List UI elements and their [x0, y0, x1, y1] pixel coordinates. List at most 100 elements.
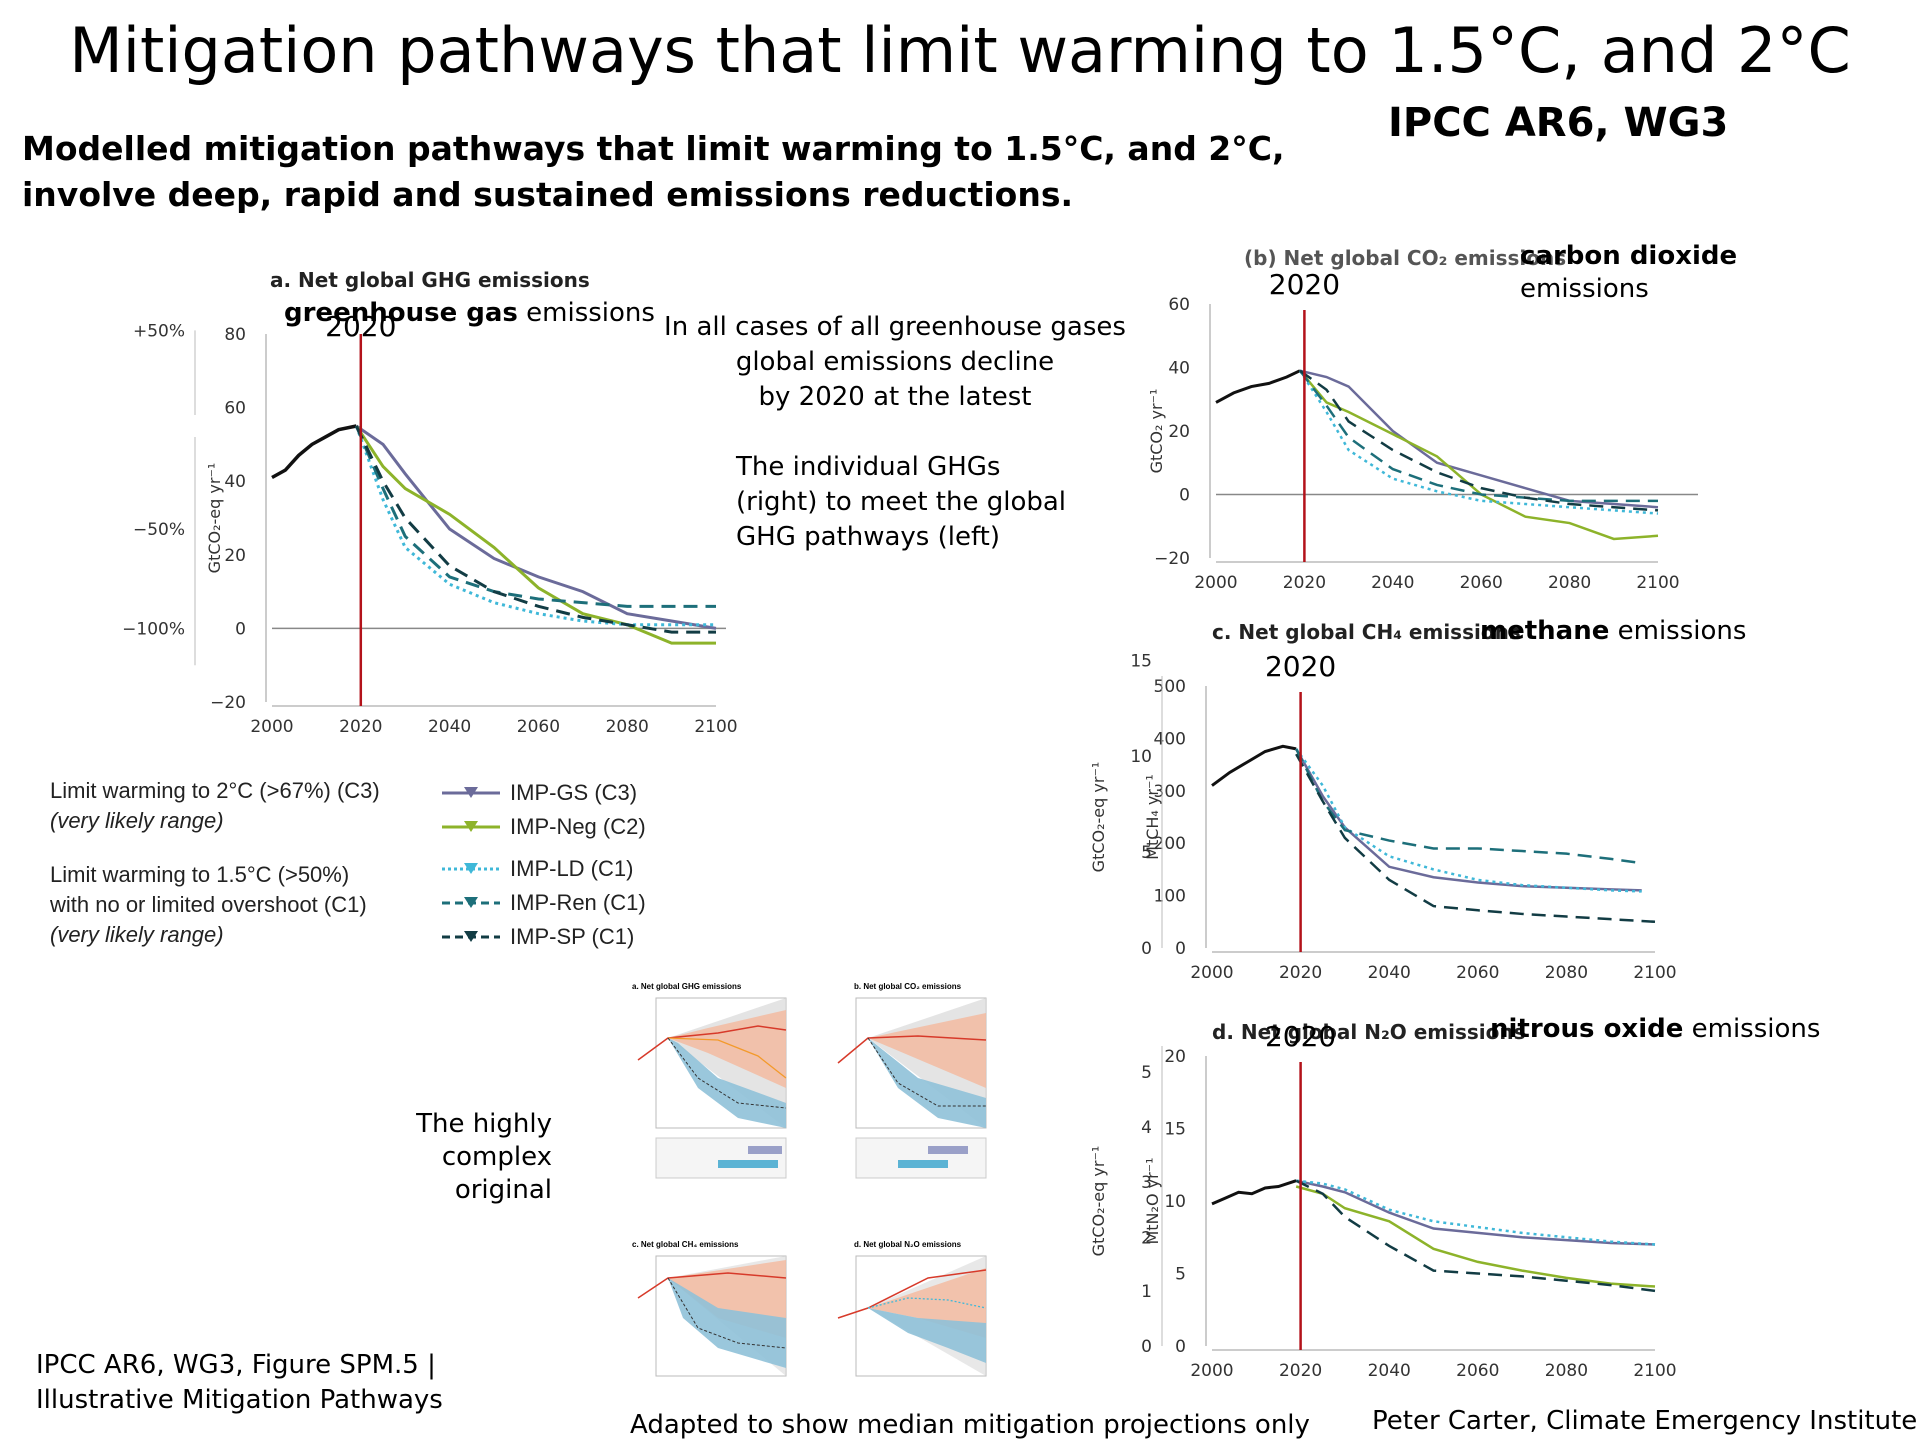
page-title: Mitigation pathways that limit warming t…: [69, 14, 1851, 87]
gas-label-n2o: nitrous oxide emissions: [1490, 1014, 1820, 1044]
citation: IPCC AR6, WG3, Figure SPM.5 | Illustrati…: [36, 1348, 443, 1418]
chart-ghg-series-imp-ren: [354, 425, 716, 608]
chart-co2-xtick: 2080: [1548, 573, 1591, 593]
chart-ghg-xtick: 2020: [339, 717, 382, 737]
chart-ghg-series-imp-neg: [355, 425, 716, 645]
legend-group-2c: Limit warming to 2°C (>67%) (C3) (very l…: [50, 776, 380, 836]
panel-title-n2o: d. Net global N₂O emissions: [1212, 1020, 1526, 1044]
chart-ch4-xtick: 2040: [1368, 963, 1411, 983]
panel-title-ghg: a. Net global GHG emissions: [270, 268, 590, 292]
note-original-line-1: The highly: [416, 1109, 552, 1139]
note-original-line-3: original: [454, 1175, 552, 1205]
legend-item-imp-ren: IMP-Ren (C1): [510, 890, 646, 915]
chart-ch4-series-imp-ld: [1295, 748, 1642, 893]
chart-ch4-series-imp-ren: [1295, 748, 1642, 865]
chart-co2-xtick: 2020: [1283, 573, 1326, 593]
citation-line-1: IPCC AR6, WG3, Figure SPM.5 |: [36, 1350, 436, 1380]
legend-swatch-marker: [464, 821, 478, 832]
chart-co2-xtick: 2100: [1636, 573, 1679, 593]
note-individual: The individual GHGs (right) to meet the …: [736, 450, 1066, 555]
chart-n2o-sec-label: GtCO₂-eq yr⁻¹: [1089, 1146, 1108, 1257]
chart-n2o-sec-tick: 5: [1141, 1063, 1152, 1083]
chart-ch4-sec-tick: 5: [1141, 843, 1152, 863]
thumbnail-graphics: [637, 997, 987, 1377]
chart-n2o-xtick: 2000: [1190, 1361, 1233, 1381]
thumb-title-d: d. Net global N₂O emissions: [854, 1240, 962, 1249]
note-original-line-2: complex: [441, 1142, 552, 1172]
chart-ghg-series-imp-ld: [354, 425, 716, 627]
chart-co2-marker-label: 2020: [1269, 268, 1340, 301]
chart-n2o-xtick: 2040: [1368, 1361, 1411, 1381]
chart-ch4-ytick: 0: [1175, 939, 1186, 959]
chart-ch4-sec-tick: 10: [1130, 747, 1152, 767]
original-figure-thumbnail: a. Net global GHG emissions b. Net globa…: [568, 978, 1038, 1388]
chart-ghg-ytick: 60: [224, 399, 246, 419]
chart-co2-ylabel: GtCO₂ yr⁻¹: [1147, 389, 1166, 474]
gas-label-co2: carbon dioxide emissions: [1520, 240, 1737, 306]
gas-label-ghg: greenhouse gas emissions: [284, 298, 655, 328]
author-credit: Peter Carter, Climate Emergency Institut…: [1372, 1406, 1918, 1436]
chart-ch4-marker-label: 2020: [1265, 650, 1336, 683]
adapted-note: Adapted to show median mitigation projec…: [630, 1410, 1310, 1440]
chart-n2o-ytick: 10: [1164, 1192, 1186, 1212]
chart-ch4-series-imp-gs: [1295, 748, 1642, 892]
chart-ghg-ytick: −20: [210, 693, 246, 713]
chart-co2-ytick: 20: [1168, 422, 1190, 442]
chart-n2o-series-imp-sp: [1295, 1179, 1656, 1293]
chart-co2-xtick: 2060: [1460, 573, 1503, 593]
chart-n2o-sec-tick: 1: [1141, 1282, 1152, 1302]
chart-n2o-series-imp-neg: [1295, 1185, 1656, 1288]
legend-group-15c: Limit warming to 1.5°C (>50%) with no or…: [50, 860, 367, 950]
chart-ch4-xtick: 2060: [1456, 963, 1499, 983]
chart-co2-series-imp-ren: [1298, 369, 1658, 503]
chart-ch4-sec-tick: 15: [1130, 651, 1152, 671]
chart-ch4-series-imp-sp: [1295, 753, 1656, 924]
thumb-title-c: c. Net global CH₄ emissions: [632, 1240, 739, 1249]
chart-co2-ytick: 0: [1179, 486, 1190, 506]
chart-n2o-xtick: 2060: [1456, 1361, 1499, 1381]
headline: Modelled mitigation pathways that limit …: [22, 126, 1285, 218]
chart-ch4-xtick: 2000: [1190, 963, 1233, 983]
chart-n2o-series-imp-gs: [1295, 1179, 1656, 1246]
chart-co2-ytick: 60: [1168, 295, 1190, 315]
gas-label-ch4: methane emissions: [1480, 616, 1746, 646]
panel-title-ch4: c. Net global CH₄ emissions: [1212, 620, 1521, 644]
legend-swatch-marker: [464, 863, 478, 874]
thumb-title-b: b. Net global CO₂ emissions: [854, 982, 962, 991]
note-original: The highly complex original: [400, 1108, 552, 1207]
chart-n2o-sec-tick: 4: [1141, 1118, 1152, 1138]
thumb-panel-c: [637, 1255, 787, 1377]
thumb-panel-a: [637, 997, 787, 1179]
chart-ghg-xtick: 2000: [250, 717, 293, 737]
chart-n2o-ytick: 5: [1175, 1265, 1186, 1285]
chart-co2-ytick: −20: [1154, 549, 1190, 569]
gas-label-co2-bold: carbon dioxide: [1520, 241, 1738, 271]
chart-ch4-xtick: 2020: [1279, 963, 1322, 983]
chart-n2o-xtick: 2080: [1545, 1361, 1588, 1381]
legend-swatch-marker: [464, 931, 478, 942]
chart-ch4-ytick: 400: [1154, 729, 1186, 749]
chart-n2o-ytick: 15: [1164, 1120, 1186, 1140]
chart-co2-ytick: 40: [1168, 359, 1190, 379]
chart-ch4-ytick: 500: [1154, 677, 1186, 697]
chart-ghg-ytick: 0: [235, 619, 246, 639]
chart-n2o-xtick: 2020: [1279, 1361, 1322, 1381]
chart-ghg-sec-tick: −100%: [122, 619, 185, 639]
thumb-panel-b: [837, 997, 987, 1179]
legend-item-imp-gs: IMP-GS (C3): [510, 780, 638, 805]
chart-ghg-history-line: [271, 424, 357, 480]
gas-label-n2o-bold: nitrous oxide: [1490, 1014, 1684, 1044]
chart-ch4-ylabel: MtCH₄ yr⁻¹: [1143, 774, 1162, 860]
legend-item-imp-ld: IMP-LD (C1): [510, 856, 634, 881]
legend-group-15c-line-1: Limit warming to 1.5°C (>50%): [50, 862, 350, 887]
chart-co2-history-line: [1215, 369, 1301, 404]
chart-ch4-history-line: [1211, 744, 1297, 787]
panel-title-co2: (b) Net global CO₂ emissions: [1244, 246, 1567, 270]
chart-co2-xtick: 2040: [1371, 573, 1414, 593]
chart-n2o-ylabel: MtN₂O yr⁻¹: [1143, 1157, 1162, 1244]
chart-ghg-sec-tick: −50%: [133, 520, 185, 540]
note-individual-line-2: (right) to meet the global: [736, 487, 1067, 517]
source-tag: IPCC AR6, WG3: [1388, 100, 1729, 146]
